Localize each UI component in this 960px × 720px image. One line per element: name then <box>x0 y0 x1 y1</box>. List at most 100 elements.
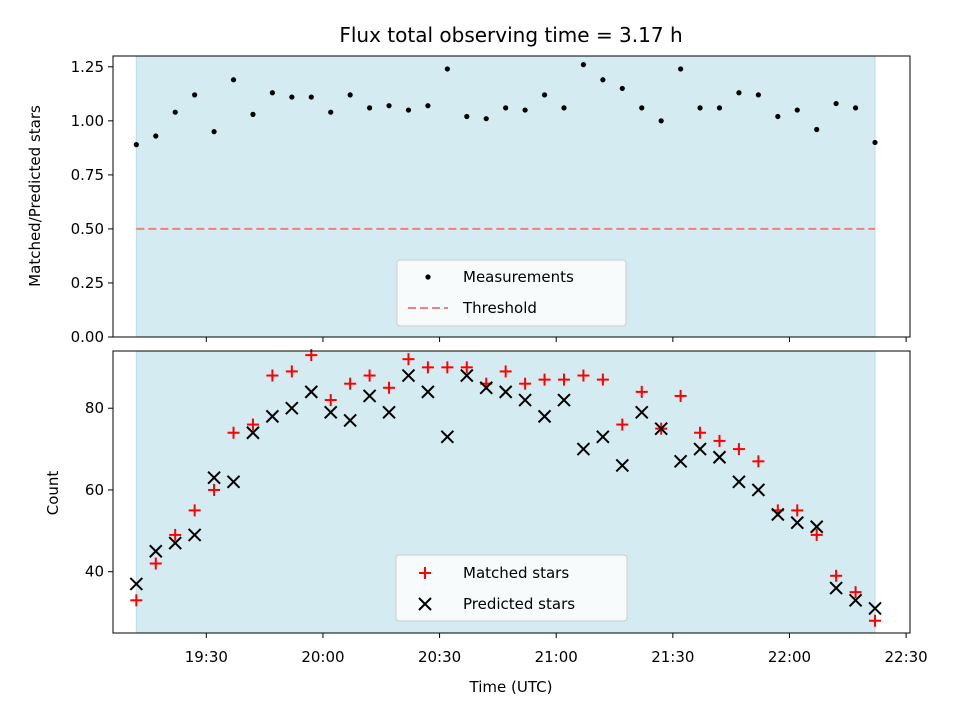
measurement-point <box>716 105 723 111</box>
matched-star-point <box>519 377 532 390</box>
matched-star-point <box>421 361 434 374</box>
top-y-tick-label: 0.00 <box>71 328 104 346</box>
measurement-point <box>153 133 159 139</box>
matched-star-point <box>208 483 221 496</box>
matched-star-point <box>188 504 201 517</box>
predicted-star-point <box>848 593 863 608</box>
x-tick-label: 22:30 <box>884 648 927 666</box>
bottom-y-tick-label: 60 <box>85 481 104 499</box>
top-y-tick-label: 1.00 <box>71 112 104 130</box>
matched-star-point <box>266 369 279 382</box>
matched-star-point <box>830 569 843 582</box>
predicted-star-point <box>518 393 532 407</box>
matched-star-point <box>869 614 882 627</box>
predicted-star-point <box>654 421 668 436</box>
predicted-star-point <box>732 475 746 489</box>
matched-star-point <box>227 426 240 439</box>
matched-star-point <box>849 586 862 599</box>
top-y-tick-label: 0.25 <box>71 274 104 292</box>
x-tick-label: 21:30 <box>651 648 694 666</box>
measurement-point <box>483 116 489 122</box>
matched-star-point <box>791 504 804 517</box>
predicted-star-point <box>324 405 338 420</box>
predicted-star-point <box>362 389 377 403</box>
predicted-star-point <box>343 413 357 428</box>
x-tick-label: 21:00 <box>535 648 578 666</box>
predicted-star-point <box>265 409 280 424</box>
matched-star-point <box>732 443 745 456</box>
matched-star-point <box>674 389 687 402</box>
measurement-point <box>775 113 781 120</box>
matched-star-point <box>402 353 415 366</box>
top-y-tick-label: 1.25 <box>71 58 104 76</box>
predicted-star-point <box>479 381 493 395</box>
matched-star-point <box>130 594 143 607</box>
measurement-point <box>289 94 295 100</box>
measurement-point <box>386 103 392 109</box>
matched-star-point <box>149 557 162 570</box>
measurement-point <box>658 118 664 124</box>
measurement-point <box>736 90 742 96</box>
measurement-point <box>308 94 314 100</box>
bottom-y-tick-label: 40 <box>85 563 104 581</box>
top-y-tick-label: 0.75 <box>71 166 104 184</box>
predicted-star-point <box>168 536 182 550</box>
measurement-point <box>697 105 703 111</box>
predicted-star-point <box>460 368 474 383</box>
x-tick-label: 20:30 <box>418 648 461 666</box>
bottom-y-tick-label: 80 <box>85 399 104 417</box>
predicted-star-point <box>790 515 804 530</box>
predicted-star-point <box>304 385 318 399</box>
predicted-star-point <box>635 405 649 420</box>
top-axes-frame <box>112 55 911 338</box>
matched-star-point <box>810 528 823 541</box>
measurement-point <box>619 85 625 92</box>
measurement-point <box>580 62 587 68</box>
top-legend-box <box>396 259 627 327</box>
predicted-star-point <box>421 385 435 399</box>
matched-star-point <box>324 394 337 407</box>
measurement-point <box>561 105 567 111</box>
predicted-star-point <box>673 454 688 469</box>
predicted-star-point <box>751 483 766 497</box>
matched-star-point <box>694 426 707 439</box>
matched-star-point <box>635 385 648 398</box>
x-tick-label: 22:00 <box>768 648 811 666</box>
matched-star-point <box>441 361 454 374</box>
matched-star-point <box>752 455 765 468</box>
top-y-tick-label: 0.50 <box>71 220 104 238</box>
predicted-star-point <box>382 405 396 420</box>
measurement-point <box>172 109 178 115</box>
measurement-point <box>794 107 800 113</box>
predicted-star-point <box>809 520 824 534</box>
measurement-point <box>192 92 198 98</box>
measurement-point <box>522 107 528 113</box>
matched-star-point <box>344 377 357 390</box>
chart-title: Flux total observing time = 3.17 h <box>339 23 682 47</box>
x-tick-label: 19:30 <box>185 648 228 666</box>
matched-star-point <box>713 434 726 447</box>
measurement-point <box>405 107 412 113</box>
legend-measurements-label: Measurements <box>463 268 574 286</box>
measurement-point <box>425 103 431 109</box>
predicted-star-point <box>498 385 513 399</box>
measurement-point <box>230 77 237 83</box>
predicted-star-point <box>207 470 221 485</box>
predicted-star-point <box>187 528 202 542</box>
legend-predicted-label: Predicted stars <box>463 595 575 613</box>
measurement-point <box>541 92 548 98</box>
legend-predicted-marker <box>418 597 432 611</box>
top-panel: 0.00 0.25 0.50 0.75 1.00 1.25 Measurements Thre… <box>71 55 911 346</box>
legend-measurements-marker <box>425 274 431 280</box>
predicted-star-point <box>693 442 707 456</box>
bottom-legend-box <box>395 554 628 622</box>
predicted-star-point <box>129 577 144 591</box>
measurement-point <box>639 105 645 111</box>
measurement-point <box>833 100 839 107</box>
predicted-star-point <box>537 409 552 424</box>
matched-star-point <box>460 361 473 374</box>
measurement-point <box>600 77 606 83</box>
measurement-point <box>814 126 820 133</box>
predicted-star-point <box>246 426 260 440</box>
legend-matched-label: Matched stars <box>463 564 569 582</box>
